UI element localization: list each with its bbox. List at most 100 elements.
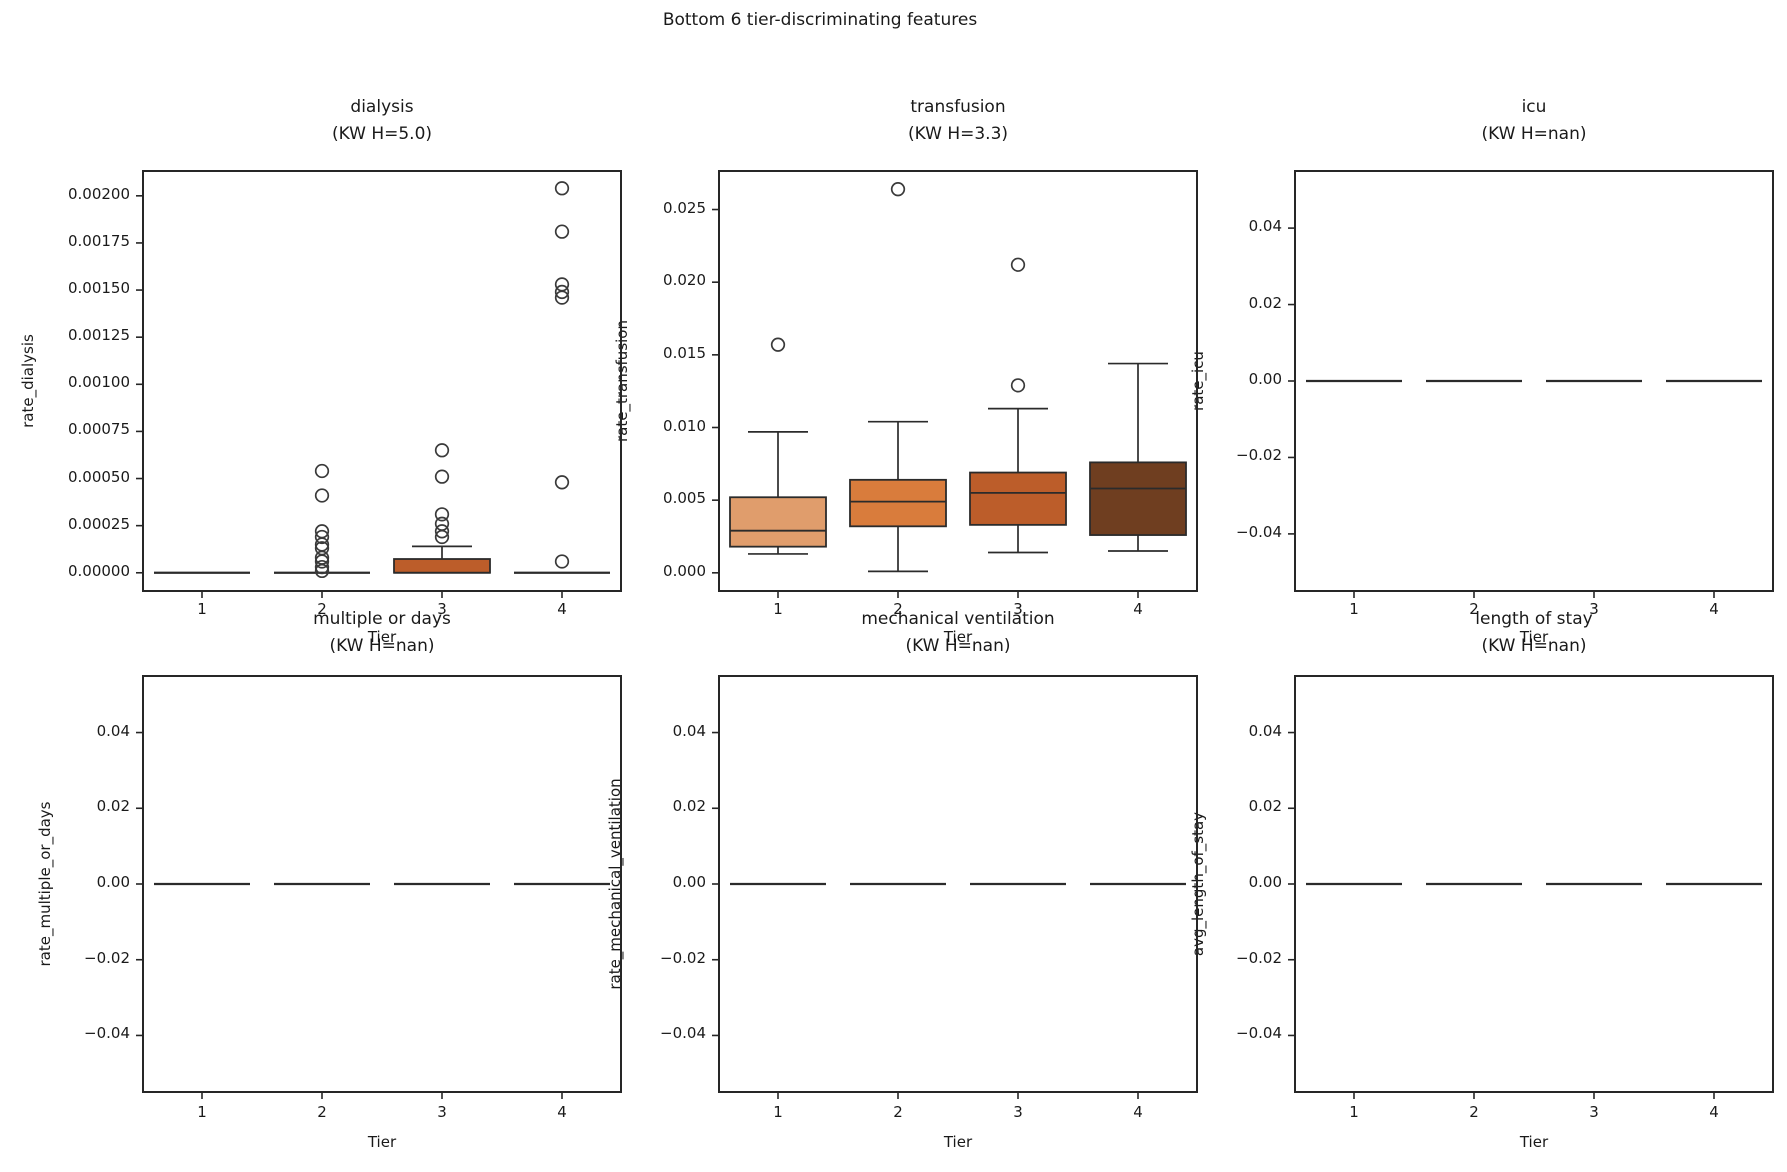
y-tick-label: 0.04 <box>672 721 706 740</box>
outlier-point <box>434 507 450 522</box>
figure-title: Bottom 6 tier-discriminating features <box>662 10 978 30</box>
outlier-point <box>554 284 570 300</box>
subplot-title-line2: (KW H=nan) <box>329 636 435 656</box>
y-tick-label: 0.020 <box>663 271 706 290</box>
subplot-title-line1: length of stay <box>1475 609 1593 629</box>
y-tick-label: 0.02 <box>96 797 130 816</box>
axes-frame <box>718 675 1198 1093</box>
y-tick-label: −0.02 <box>660 948 706 967</box>
x-axis-label: Tier <box>943 1133 973 1151</box>
x-tick-label: 4 <box>557 1103 567 1121</box>
outlier-point <box>554 475 570 490</box>
x-tick-label: 2 <box>317 600 327 618</box>
y-tick-label: −0.04 <box>660 1024 706 1043</box>
y-tick-label: 0.00 <box>1248 873 1282 891</box>
outlier-point <box>554 277 570 292</box>
subplot-title-line1: mechanical ventilation <box>861 609 1055 629</box>
x-axis-label: Tier <box>943 628 973 646</box>
outlier-point <box>554 554 570 569</box>
y-tick-label: 0.00025 <box>67 514 130 533</box>
y-tick-label: 0.025 <box>663 198 706 217</box>
subplot-title-line1: icu <box>1521 97 1547 117</box>
outlier-point <box>314 563 330 579</box>
subplot-title-line2: (KW H=5.0) <box>331 124 433 144</box>
x-tick-label: 2 <box>317 1103 327 1121</box>
x-tick-label: 3 <box>1589 600 1599 618</box>
x-axis-label: Tier <box>367 628 397 646</box>
x-axis-label: Tier <box>367 1133 397 1151</box>
y-tick-label: 0.00 <box>672 873 706 891</box>
axes-icu <box>1288 170 1774 598</box>
axes-frame <box>1294 675 1774 1093</box>
y-tick-label: 0.00 <box>1248 370 1282 388</box>
x-tick-label: 1 <box>197 1103 207 1121</box>
x-tick-label: 2 <box>1469 1103 1479 1121</box>
axes-frame <box>142 170 622 592</box>
x-tick-label: 3 <box>1013 600 1023 618</box>
subplot-title-line1: multiple or days <box>313 609 451 629</box>
outlier-point <box>434 443 450 458</box>
x-tick-label: 3 <box>1589 1103 1599 1121</box>
y-tick-label: 0.00000 <box>67 561 130 580</box>
axes-frame <box>1294 170 1774 592</box>
x-tick-label: 4 <box>1709 1103 1719 1121</box>
y-tick-label: 0.00 <box>96 873 130 891</box>
box <box>393 558 491 574</box>
x-tick-label: 2 <box>893 1103 903 1121</box>
outlier-point <box>1010 378 1026 393</box>
axes-dialysis <box>136 170 622 598</box>
outlier-point <box>314 529 330 545</box>
axes-multiple-or-days <box>136 675 622 1099</box>
outlier-point <box>1010 257 1026 272</box>
subplot-title-mechanical-ventilation: mechanical ventilation (KW H=nan) <box>718 606 1198 660</box>
y-tick-label: −0.02 <box>1236 948 1282 967</box>
subplot-title-multiple-or-days: multiple or days (KW H=nan) <box>142 606 622 660</box>
outlier-point <box>314 554 330 569</box>
x-tick-label: 4 <box>557 600 567 618</box>
outlier-point <box>434 529 450 545</box>
y-tick-label: 0.04 <box>96 721 130 740</box>
subplot-title-line1: dialysis <box>350 97 414 117</box>
y-tick-label: 0.00175 <box>67 231 130 250</box>
axes-frame <box>142 675 622 1093</box>
y-tick-label: 0.010 <box>663 416 706 435</box>
x-tick-label: 4 <box>1133 1103 1143 1121</box>
y-tick-label: −0.02 <box>84 948 130 967</box>
y-tick-label: 0.04 <box>1248 217 1282 236</box>
x-tick-label: 2 <box>893 600 903 618</box>
box <box>729 496 827 548</box>
y-tick-label: −0.04 <box>84 1024 130 1043</box>
y-tick-label: 0.04 <box>1248 721 1282 740</box>
outlier-point <box>434 469 450 484</box>
y-tick-label: 0.015 <box>663 343 706 362</box>
outlier-point <box>554 224 570 239</box>
outlier-point <box>554 181 570 196</box>
outlier-point <box>314 559 330 575</box>
y-tick-label: 0.00050 <box>67 467 130 486</box>
y-tick-label: 0.00125 <box>67 326 130 345</box>
y-tick-label: −0.04 <box>1236 1024 1282 1043</box>
y-tick-label: −0.04 <box>1236 522 1282 541</box>
subplot-title-icu: icu (KW H=nan) <box>1294 94 1774 148</box>
y-tick-label: 0.02 <box>672 797 706 816</box>
y-tick-label: 0.005 <box>663 489 706 508</box>
axes-transfusion <box>712 170 1198 598</box>
y-tick-label: −0.02 <box>1236 446 1282 465</box>
outlier-point <box>434 524 450 539</box>
outlier-point <box>890 182 906 197</box>
x-tick-label: 3 <box>437 1103 447 1121</box>
box <box>969 471 1067 526</box>
outlier-point <box>314 463 330 479</box>
x-tick-label: 1 <box>1349 600 1359 618</box>
x-tick-label: 3 <box>437 600 447 618</box>
outlier-point <box>314 488 330 503</box>
x-tick-label: 1 <box>197 600 207 618</box>
subplot-title-length-of-stay: length of stay (KW H=nan) <box>1294 606 1774 660</box>
x-axis-label: Tier <box>1519 1133 1549 1151</box>
subplot-title-line2: (KW H=nan) <box>905 636 1011 656</box>
x-axis-label: Tier <box>1519 628 1549 646</box>
outlier-point <box>554 290 570 305</box>
x-tick-label: 4 <box>1133 600 1143 618</box>
x-tick-label: 1 <box>1349 1103 1359 1121</box>
